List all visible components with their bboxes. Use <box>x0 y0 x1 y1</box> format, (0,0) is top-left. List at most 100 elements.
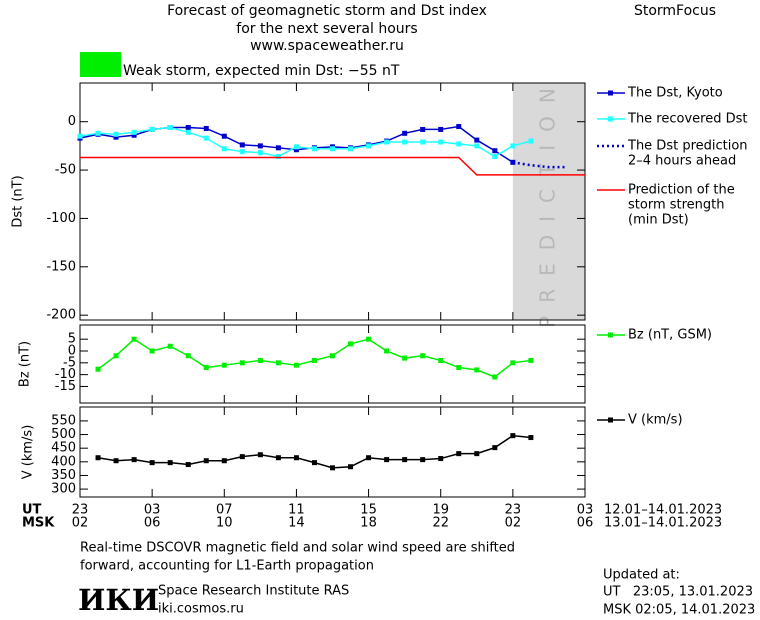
series-marker <box>167 460 173 466</box>
title-line: www.spaceweather.ru <box>250 38 404 54</box>
x-tick-label: 06 <box>144 516 161 531</box>
y-tick-label: -100 <box>46 211 76 226</box>
y-tick-label: 550 <box>51 413 76 428</box>
series-marker <box>149 460 155 466</box>
series-marker <box>456 365 462 371</box>
series-marker <box>203 125 209 131</box>
series-marker <box>185 124 191 130</box>
series-marker <box>203 135 209 141</box>
series-marker <box>330 146 335 152</box>
series-marker <box>185 462 191 468</box>
series-marker <box>257 357 263 363</box>
y-tick-label: -15 <box>55 379 76 394</box>
series-marker <box>131 129 137 135</box>
brand: StormFocus <box>634 3 716 19</box>
series-marker <box>77 133 83 139</box>
x-tick-label: 18 <box>360 516 377 531</box>
series-marker <box>239 360 245 366</box>
y-tick-label: 5 <box>68 332 76 347</box>
x-tick-label: 06 <box>577 516 594 531</box>
series-marker <box>95 455 101 461</box>
y-tick-label: -5 <box>63 355 76 370</box>
url: iki.cosmos.ru <box>158 602 244 617</box>
y-tick-label: 0 <box>68 114 76 129</box>
y-tick-label: 0 <box>68 344 76 359</box>
title-line: Forecast of geomagnetic storm and Dst in… <box>167 3 487 19</box>
logo: ИКИ <box>78 583 159 617</box>
series-marker <box>167 343 173 349</box>
x-tick-label: 15 <box>360 503 377 518</box>
x-tick-label: 03 <box>144 503 161 518</box>
x-tick-label: 02 <box>505 516 522 531</box>
y-axis-label: Bz (nT) <box>18 341 33 387</box>
series-marker <box>402 139 408 145</box>
series-marker <box>510 360 516 366</box>
legend-marker <box>608 90 613 96</box>
legend-label: 2–4 hours ahead <box>628 154 736 169</box>
x-row-dates: 13.01–14.01.2023 <box>604 516 722 531</box>
series-line <box>79 126 532 158</box>
x-row-label: MSK <box>22 516 55 531</box>
plot-frame <box>79 82 586 321</box>
series-marker <box>275 154 281 160</box>
storm-level-label: Weak storm, expected min Dst: −55 nT <box>123 63 400 79</box>
series-marker <box>149 126 155 132</box>
series-marker <box>221 133 227 139</box>
plot-frame <box>79 324 586 404</box>
series-marker <box>420 139 426 145</box>
series-marker <box>402 457 408 463</box>
series-marker <box>167 124 173 130</box>
series-marker <box>438 126 444 132</box>
series-marker <box>420 457 426 463</box>
series-marker <box>203 458 209 464</box>
series-marker <box>239 149 245 155</box>
series-marker <box>275 145 281 151</box>
series-marker <box>348 341 354 347</box>
institute: Space Research Institute RAS <box>158 584 349 599</box>
series-marker <box>492 154 498 160</box>
series-marker <box>438 139 444 145</box>
series-marker <box>113 458 119 464</box>
series-marker <box>366 336 372 342</box>
legend-label: The recovered Dst <box>627 112 747 127</box>
x-tick-label: 02 <box>72 516 89 531</box>
series-marker <box>311 460 317 466</box>
series-marker <box>402 130 408 136</box>
x-tick-label: 23 <box>72 503 89 518</box>
legend-marker <box>608 332 613 338</box>
series-marker <box>95 130 101 136</box>
series-marker <box>492 445 498 451</box>
series-marker <box>293 144 299 150</box>
y-tick-label: -200 <box>46 308 76 323</box>
series-marker <box>95 366 101 372</box>
series-marker <box>275 455 281 461</box>
x-row-dates: 12.01–14.01.2023 <box>604 503 722 518</box>
series-marker <box>293 362 299 368</box>
x-tick-label: 03 <box>577 503 594 518</box>
series-marker <box>348 146 354 152</box>
series-marker <box>438 357 444 363</box>
y-tick-label: -10 <box>55 367 76 382</box>
series-marker <box>384 348 390 354</box>
x-tick-label: 07 <box>216 503 233 518</box>
series-marker <box>510 433 516 439</box>
series-marker <box>492 374 498 380</box>
legend-label: Prediction of the <box>628 183 735 198</box>
y-tick-label: 450 <box>51 441 76 456</box>
series-marker <box>402 355 408 361</box>
legend-marker <box>608 417 613 423</box>
x-tick-label: 19 <box>432 503 449 518</box>
legend-label: The Dst prediction <box>627 139 748 154</box>
y-tick-label: -150 <box>46 259 76 274</box>
series-marker <box>474 451 480 457</box>
x-tick-label: 14 <box>288 516 305 531</box>
series-marker <box>510 143 516 149</box>
series-marker <box>131 457 137 463</box>
series-marker <box>185 353 191 359</box>
prediction-zone <box>512 83 585 320</box>
legend-label: V (km/s) <box>628 413 683 428</box>
series-marker <box>113 353 119 359</box>
series-marker <box>311 357 317 363</box>
series-marker <box>456 141 462 147</box>
series-marker <box>257 150 263 156</box>
